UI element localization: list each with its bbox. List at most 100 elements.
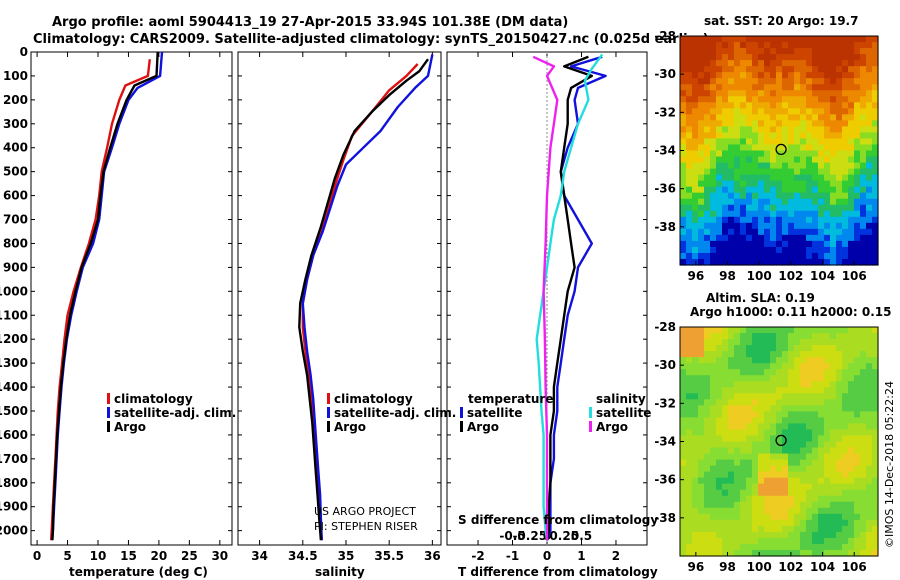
map-cell [734, 150, 741, 158]
map-cell [752, 84, 759, 91]
map-cell [698, 222, 705, 230]
map-cell [872, 144, 879, 152]
map-cell [692, 144, 699, 152]
map-cell [704, 234, 711, 242]
map-cell [788, 423, 795, 431]
map-cell [866, 174, 873, 182]
map-cell [704, 441, 711, 449]
map-cell [692, 435, 699, 443]
map-cell [836, 507, 843, 515]
x-tick-label: 1 [577, 549, 585, 563]
map-cell [692, 453, 699, 461]
map-cell [710, 513, 717, 521]
map-cell [836, 375, 843, 382]
map-cell [740, 447, 747, 455]
map-cell [752, 114, 759, 121]
map-cell [830, 114, 837, 121]
map-cell [836, 411, 843, 418]
map-cell [764, 102, 771, 109]
map-cell [722, 363, 729, 370]
map-cell [710, 198, 717, 206]
map-cell [728, 345, 735, 352]
map-cell [740, 477, 747, 485]
map-cell [698, 375, 705, 382]
map-cell [794, 54, 801, 61]
map-cell [710, 36, 717, 43]
map-cell [770, 357, 777, 364]
map-cell [824, 132, 831, 140]
map-cell [794, 471, 801, 479]
map-cell [728, 441, 735, 449]
map-cell [854, 435, 861, 443]
map-cell [740, 417, 747, 425]
map-cell [812, 399, 819, 406]
map-cell [836, 186, 843, 194]
map-cell [728, 495, 735, 503]
map-cell [758, 228, 765, 236]
map-cell [764, 114, 771, 121]
map-cell [680, 399, 687, 406]
map-cell [848, 435, 855, 443]
map-cell [728, 507, 735, 515]
map-cell [728, 78, 735, 85]
map-cell [704, 258, 711, 266]
map-cell [716, 375, 723, 382]
map-cell [830, 525, 837, 533]
map-cell [692, 174, 699, 182]
map-cell [818, 405, 825, 412]
map-cell [860, 168, 867, 176]
map-cell [722, 477, 729, 485]
legend-swatch-satellite [107, 407, 110, 418]
map-cell [782, 495, 789, 503]
map-cell [782, 66, 789, 73]
y-tick-label: 1000 [0, 284, 28, 298]
map-cell [812, 36, 819, 43]
map-cell [872, 351, 879, 358]
map-cell [686, 72, 693, 79]
map-cell [686, 405, 693, 412]
map-cell [866, 453, 873, 461]
map-cell [818, 357, 825, 364]
map-cell [806, 399, 813, 406]
map-cell [704, 192, 711, 200]
map-cell [692, 357, 699, 364]
map-cell [704, 204, 711, 212]
map-cell [752, 345, 759, 352]
map-cell [764, 126, 771, 134]
map-cell [680, 525, 687, 533]
map-cell [800, 459, 807, 467]
map-cell [872, 345, 879, 352]
map-cell [806, 495, 813, 503]
pi-credit: PI: STEPHEN RISER [314, 520, 418, 533]
map-cell [776, 549, 783, 557]
map-cell [782, 258, 789, 266]
map-cell [716, 369, 723, 376]
map-cell [734, 234, 741, 242]
map-cell [770, 246, 777, 254]
map-cell [770, 174, 777, 182]
map-cell [782, 246, 789, 254]
map-cell [830, 477, 837, 485]
map-cell [770, 459, 777, 467]
map-cell [710, 435, 717, 443]
map-cell [842, 447, 849, 455]
map-cell [722, 54, 729, 61]
map-cell [722, 507, 729, 515]
map-cell [692, 501, 699, 509]
map-cell [866, 465, 873, 473]
map-cell [854, 258, 861, 266]
map-cell [752, 495, 759, 503]
map-cell [764, 507, 771, 515]
map-cell [740, 387, 747, 394]
map-cell [794, 90, 801, 97]
map-cell [818, 531, 825, 539]
map-cell [764, 519, 771, 527]
map-cell [758, 66, 765, 73]
map-cell [812, 519, 819, 527]
map-cell [776, 234, 783, 242]
legend-swatch-climatology [107, 393, 110, 404]
map-cell [764, 246, 771, 254]
map-cell [854, 387, 861, 394]
map-cell [734, 369, 741, 376]
map-cell [848, 519, 855, 527]
